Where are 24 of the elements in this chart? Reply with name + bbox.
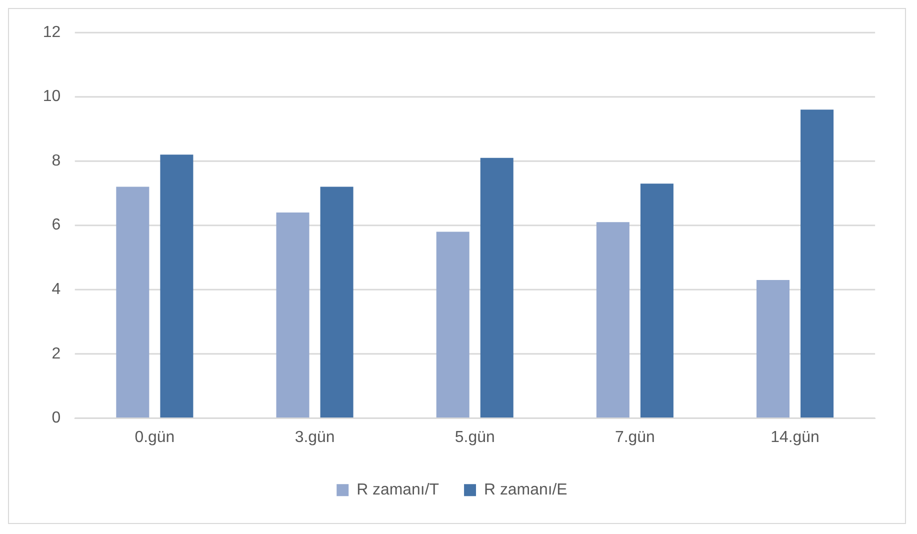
bar xyxy=(116,186,150,418)
legend-label: R zamanı/T xyxy=(356,482,440,499)
bar xyxy=(596,222,630,418)
bar xyxy=(640,184,674,418)
y-tick-label: 6 xyxy=(52,216,61,234)
x-tick-label: 0.gün xyxy=(134,429,175,446)
bar xyxy=(756,280,790,418)
y-tick-label: 0 xyxy=(52,410,61,427)
x-tick-label: 5.gün xyxy=(454,429,495,446)
bar xyxy=(276,212,310,418)
y-tick-label: 8 xyxy=(52,152,61,170)
bar xyxy=(480,158,514,418)
y-tick-label: 4 xyxy=(52,281,61,298)
bar xyxy=(800,110,834,418)
bar xyxy=(320,186,354,418)
x-tick-label: 14.gün xyxy=(770,429,820,446)
y-tick-label: 10 xyxy=(42,88,61,106)
bar xyxy=(436,232,470,418)
y-tick-label: 12 xyxy=(42,24,61,41)
bar xyxy=(160,154,194,418)
x-tick-label: 3.gün xyxy=(294,429,335,446)
x-tick-label: 7.gün xyxy=(614,429,655,446)
y-tick-label: 2 xyxy=(52,345,61,362)
legend-label: R zamanı/E xyxy=(484,482,568,499)
